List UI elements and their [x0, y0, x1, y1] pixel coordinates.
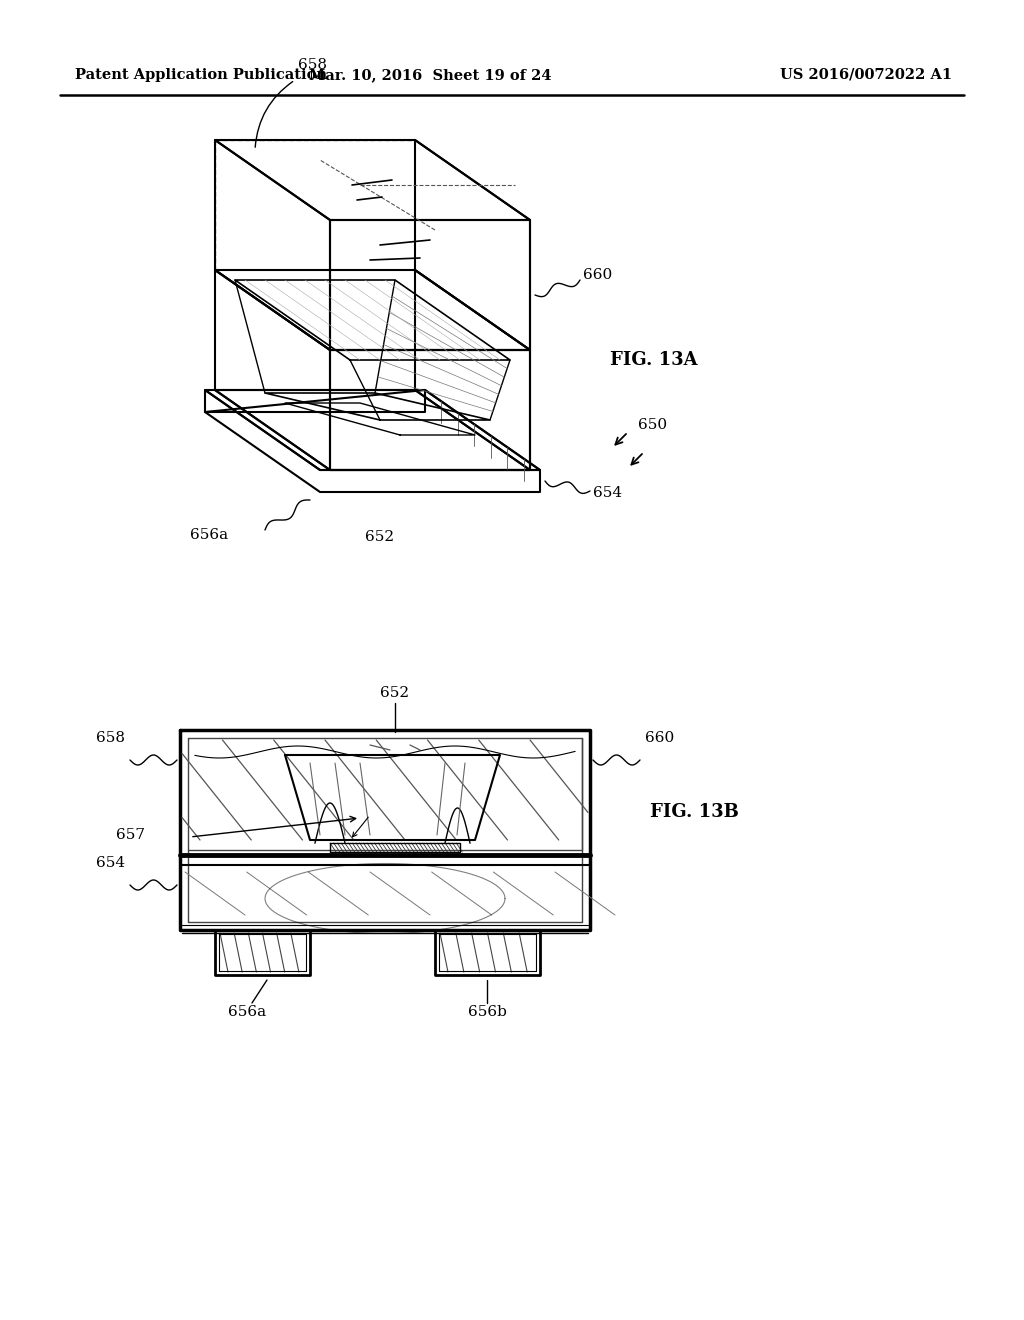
- Text: 650: 650: [638, 418, 667, 432]
- Text: US 2016/0072022 A1: US 2016/0072022 A1: [780, 69, 952, 82]
- Text: 652: 652: [381, 686, 410, 700]
- Text: 657: 657: [116, 828, 145, 842]
- Text: FIG. 13A: FIG. 13A: [610, 351, 697, 370]
- Text: 656a: 656a: [190, 528, 228, 543]
- Text: FIG. 13B: FIG. 13B: [650, 803, 739, 821]
- Text: 656b: 656b: [468, 1005, 507, 1019]
- Text: Mar. 10, 2016  Sheet 19 of 24: Mar. 10, 2016 Sheet 19 of 24: [309, 69, 551, 82]
- Text: 658: 658: [96, 731, 125, 744]
- Text: 654: 654: [96, 855, 125, 870]
- Text: 658: 658: [298, 58, 327, 73]
- Text: 652: 652: [366, 531, 394, 544]
- Text: 660: 660: [645, 731, 674, 744]
- Text: 656a: 656a: [228, 1005, 266, 1019]
- Text: 654: 654: [593, 486, 623, 500]
- Text: Patent Application Publication: Patent Application Publication: [75, 69, 327, 82]
- Text: 660: 660: [583, 268, 612, 282]
